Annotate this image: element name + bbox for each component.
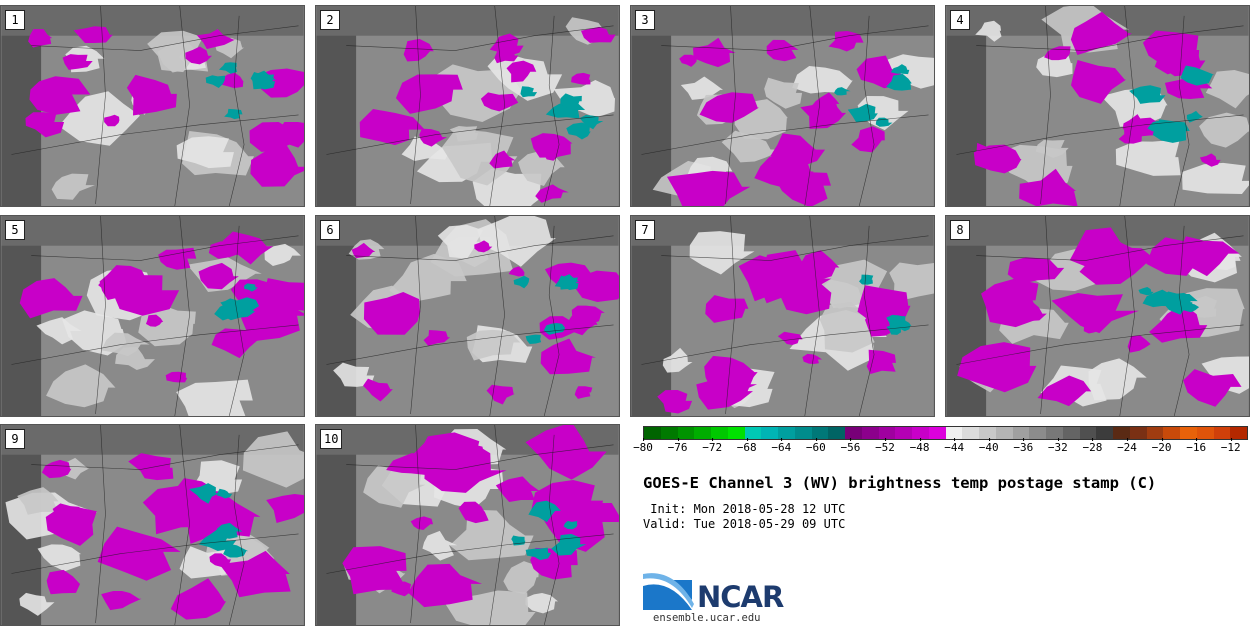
colorbar-tick-label: −64 [771, 438, 792, 454]
colorbar-tick-label: −72 [702, 438, 723, 454]
panel-number: 9 [5, 429, 25, 449]
colorbar-segment [711, 427, 728, 439]
stamp-panel-2: 2 [315, 5, 620, 207]
wv-map-9 [1, 425, 304, 625]
colorbar-tick-label: −16 [1186, 438, 1207, 454]
panel-number: 7 [635, 220, 655, 240]
colorbar-segment [1046, 427, 1063, 439]
colorbar-segment [1012, 427, 1030, 439]
stamp-panel-5: 5 [0, 215, 305, 417]
colorbar-segment [1163, 427, 1180, 439]
wv-map-10 [316, 425, 619, 625]
stamp-panel-3: 3 [630, 5, 935, 207]
panel-number: 8 [950, 220, 970, 240]
panel-number: 1 [5, 10, 25, 30]
panel-number: 6 [320, 220, 340, 240]
wv-map-2 [316, 6, 619, 206]
colorbar-segment [1062, 427, 1080, 439]
stamp-panel-8: 8 [945, 215, 1250, 417]
stamp-panel-7: 7 [630, 215, 935, 417]
colorbar-segment [1079, 427, 1097, 439]
stamp-panel-10: 10 [315, 424, 620, 626]
colorbar-segment [828, 427, 845, 439]
colorbar-segment [677, 427, 695, 439]
colorbar-segment [1196, 427, 1214, 439]
stamp-panel-1: 1 [0, 5, 305, 207]
wv-map-5 [1, 216, 304, 416]
colorbar-segment [962, 427, 979, 439]
colorbar-segment [878, 427, 896, 439]
colorbar-tick-label: −12 [1220, 438, 1241, 454]
colorbar-segment [794, 427, 812, 439]
colorbar-segment [644, 427, 661, 439]
valid-time: Valid: Tue 2018-05-29 09 UTC [643, 517, 846, 531]
colorbar-tick-label: −60 [805, 438, 826, 454]
colorbar [643, 426, 1248, 440]
colorbar-tick-label: −80 [633, 438, 653, 454]
ncar-logo-icon [643, 573, 694, 610]
wv-map-3 [631, 6, 934, 206]
init-time: Init: Mon 2018-05-28 12 UTC [643, 502, 846, 516]
panel-number: 2 [320, 10, 340, 30]
colorbar-tick-label: −40 [978, 438, 999, 454]
colorbar-segment [1230, 427, 1247, 439]
colorbar-tick-label: −28 [1082, 438, 1103, 454]
panel-number: 4 [950, 10, 970, 30]
wv-map-8 [946, 216, 1249, 416]
colorbar-segment [1146, 427, 1164, 439]
colorbar-tick-label: −36 [1013, 438, 1034, 454]
stamp-panel-6: 6 [315, 215, 620, 417]
colorbar-tick-label: −48 [909, 438, 930, 454]
colorbar-segment [912, 427, 929, 439]
stamp-panel-9: 9 [0, 424, 305, 626]
colorbar-segment [727, 427, 745, 439]
colorbar-tick-label: −52 [875, 438, 895, 454]
colorbar-segment [895, 427, 912, 439]
colorbar-tick-label: −76 [667, 438, 688, 454]
colorbar-segment [660, 427, 678, 439]
colorbar-tick-label: −56 [840, 438, 861, 454]
colorbar-segment [928, 427, 946, 439]
wv-map-7 [631, 216, 934, 416]
colorbar-tick-label: −24 [1117, 438, 1137, 454]
colorbar-segment [845, 427, 862, 439]
colorbar-segment [1180, 427, 1197, 439]
product-title: GOES-E Channel 3 (WV) brightness temp po… [643, 474, 1157, 492]
colorbar-segment [778, 427, 795, 439]
panel-number: 10 [320, 429, 343, 449]
colorbar-segment [1029, 427, 1046, 439]
colorbar-segment [995, 427, 1013, 439]
colorbar-tick-label: −44 [944, 438, 965, 454]
colorbar-segment [979, 427, 996, 439]
colorbar-tick-label: −32 [1047, 438, 1068, 454]
wv-map-4 [946, 6, 1249, 206]
wv-map-6 [316, 216, 619, 416]
wv-map-1 [1, 6, 304, 206]
panel-number: 3 [635, 10, 655, 30]
colorbar-segment [1213, 427, 1231, 439]
colorbar-segment [861, 427, 879, 439]
colorbar-tick-label: −20 [1151, 438, 1172, 454]
stamp-panel-4: 4 [945, 5, 1250, 207]
panel-number: 5 [5, 220, 25, 240]
colorbar-segment [744, 427, 762, 439]
colorbar-segment [761, 427, 778, 439]
colorbar-segment [1129, 427, 1147, 439]
colorbar-segment [945, 427, 963, 439]
colorbar-segment [694, 427, 711, 439]
colorbar-segment [1096, 427, 1113, 439]
colorbar-segment [1113, 427, 1130, 439]
ncar-logo-text: NCAR [697, 580, 784, 614]
colorbar-ticks: −80 −76 −72 −68 −64 −60 −56 −52 −48 −44 −40 −36 −32−… [633, 438, 1248, 459]
ncar-url: ensemble.ucar.edu [653, 612, 761, 624]
colorbar-segment [811, 427, 829, 439]
colorbar-tick-label: −68 [736, 438, 757, 454]
